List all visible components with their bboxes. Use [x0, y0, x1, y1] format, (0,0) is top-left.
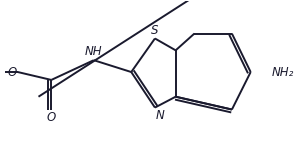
Text: O: O [7, 66, 17, 79]
Text: N: N [156, 108, 165, 122]
Text: O: O [47, 111, 56, 124]
Text: S: S [151, 24, 159, 37]
Text: NH: NH [85, 45, 103, 58]
Text: NH₂: NH₂ [271, 66, 294, 79]
